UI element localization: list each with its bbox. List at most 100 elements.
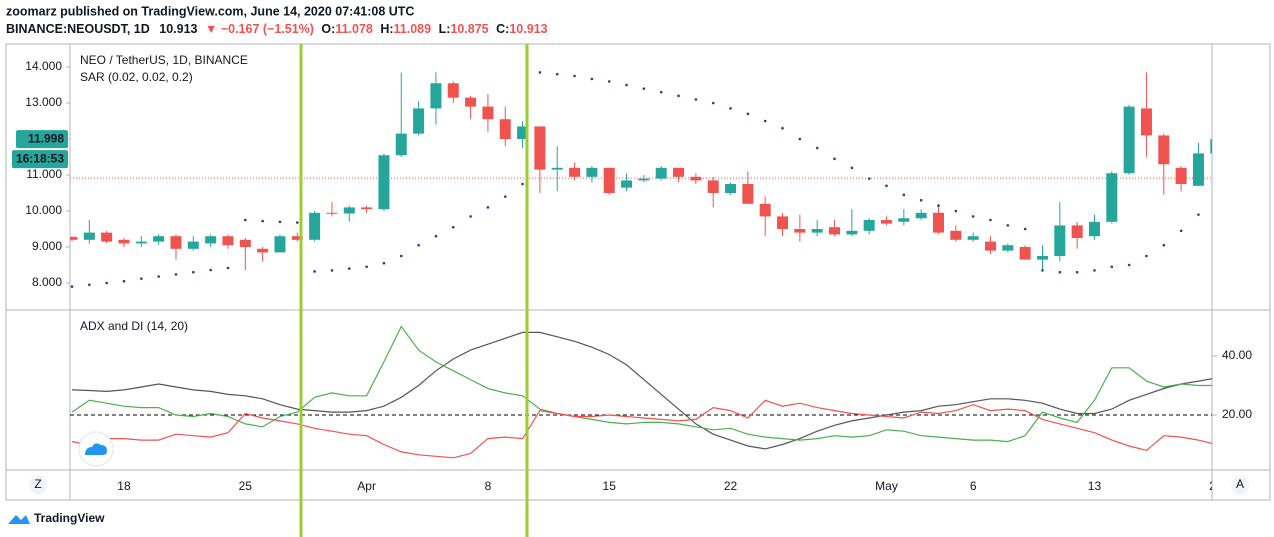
- sar-dot: [1110, 265, 1114, 269]
- z-button-bg[interactable]: [29, 476, 47, 494]
- candle-body: [638, 178, 650, 181]
- close-label: C:: [496, 22, 509, 36]
- candle-body: [118, 239, 130, 244]
- sar-dot: [330, 269, 334, 272]
- sar-dot: [711, 101, 715, 105]
- candle-body: [655, 167, 667, 179]
- x-tick-label: 15: [603, 479, 617, 493]
- candle-body: [863, 220, 875, 231]
- candle-body: [534, 126, 546, 170]
- x-tick-label: 6: [970, 479, 977, 493]
- plot-layer: 8.0009.00010.00011.00012.00013.00014.000…: [12, 53, 1252, 493]
- x-label-clip: Apr: [357, 479, 376, 493]
- high-label: H:: [380, 22, 393, 36]
- sar-dot: [382, 261, 386, 265]
- candle-body: [430, 83, 442, 109]
- candle-body: [586, 167, 598, 177]
- candle-body: [326, 212, 338, 214]
- open-value: 11.078: [335, 22, 373, 36]
- candle-body: [395, 133, 407, 156]
- price-badge: 11.998: [28, 131, 64, 145]
- watermark-cloud: [85, 443, 107, 455]
- sar-dot: [538, 71, 542, 74]
- sar-dot: [469, 215, 472, 218]
- candle-body: [482, 106, 494, 120]
- high-value: 11.089: [394, 22, 432, 36]
- candle-body: [1106, 173, 1118, 222]
- symbol: BINANCE:NEOUSDT, 1D: [6, 22, 150, 36]
- candle-body: [1088, 221, 1100, 237]
- sar-dot: [209, 268, 212, 272]
- a-button-bg[interactable]: [1231, 476, 1249, 494]
- close-value: 10.913: [509, 22, 547, 36]
- candle-body: [846, 230, 858, 235]
- sar-dot: [919, 198, 923, 202]
- sar-dot: [573, 74, 576, 78]
- indicator-legend: SAR (0.02, 0.02, 0.2): [80, 70, 193, 84]
- pane-plot: [70, 325, 1212, 459]
- x-label-clip: 20: [1209, 479, 1223, 493]
- x-tick-label: 20: [1209, 479, 1223, 493]
- sar-dot: [1058, 270, 1062, 274]
- sar-dot: [451, 225, 455, 229]
- sar-dot: [902, 193, 906, 197]
- candle-body: [690, 176, 702, 181]
- sar-dot: [347, 267, 351, 270]
- sar-dot: [88, 283, 91, 287]
- y-tick-label: 14.000: [25, 59, 62, 73]
- candle-body: [933, 212, 944, 233]
- sar-dot: [555, 72, 559, 76]
- sar-dot: [70, 285, 74, 288]
- candle-body: [1140, 108, 1152, 136]
- sar-dot: [763, 119, 767, 123]
- low-label: L:: [439, 22, 451, 36]
- sar-dot: [1075, 270, 1079, 274]
- y-tick-label: 20.00: [1222, 407, 1252, 421]
- sar-dot: [1179, 229, 1183, 233]
- sar-dot: [174, 273, 178, 276]
- candle-body: [343, 207, 355, 214]
- candle-body: [101, 232, 113, 242]
- candle-body: [205, 236, 217, 244]
- candle-body: [742, 184, 754, 204]
- sar-dot: [815, 146, 819, 150]
- sar-dot: [226, 266, 230, 270]
- candle-body: [170, 236, 182, 249]
- z-button[interactable]: Z: [34, 477, 41, 491]
- sar-dot: [486, 206, 490, 209]
- candle-body: [447, 83, 459, 98]
- y-tick-label: 10.000: [25, 203, 62, 217]
- indicator-line: [71, 331, 1212, 450]
- sar-dot: [399, 254, 403, 258]
- candle-body: [83, 232, 95, 240]
- candle-body: [222, 236, 234, 246]
- sar-dot: [244, 218, 247, 222]
- x-label-clip: 22: [724, 479, 738, 493]
- y-tick-label: 9.000: [32, 239, 62, 253]
- candle-body: [1158, 135, 1170, 165]
- y-tick-label: 13.000: [25, 95, 62, 109]
- candle-body: [551, 167, 563, 170]
- sar-dot: [677, 94, 680, 98]
- sar-dot: [659, 90, 663, 94]
- sar-dot: [295, 221, 299, 224]
- candle-body: [1002, 245, 1014, 251]
- indicator-line: [71, 325, 1212, 443]
- sar-dot: [867, 177, 871, 180]
- candle-body: [1175, 167, 1187, 185]
- sar-dot: [625, 83, 628, 87]
- sar-dot: [833, 157, 836, 161]
- change: ▼ −0.167 (−1.51%): [205, 22, 314, 36]
- candle-body: [291, 236, 303, 240]
- candle-body: [1071, 225, 1083, 239]
- sar-dot: [278, 220, 282, 224]
- x-tick-label: May: [875, 479, 898, 493]
- sar-dot: [1127, 263, 1131, 267]
- sar-dot: [781, 126, 784, 130]
- candle-body: [187, 241, 199, 249]
- a-button[interactable]: A: [1236, 477, 1244, 491]
- pane-plot: [70, 71, 1212, 288]
- price-badge-bg: [16, 130, 68, 149]
- sar-dot: [192, 270, 195, 274]
